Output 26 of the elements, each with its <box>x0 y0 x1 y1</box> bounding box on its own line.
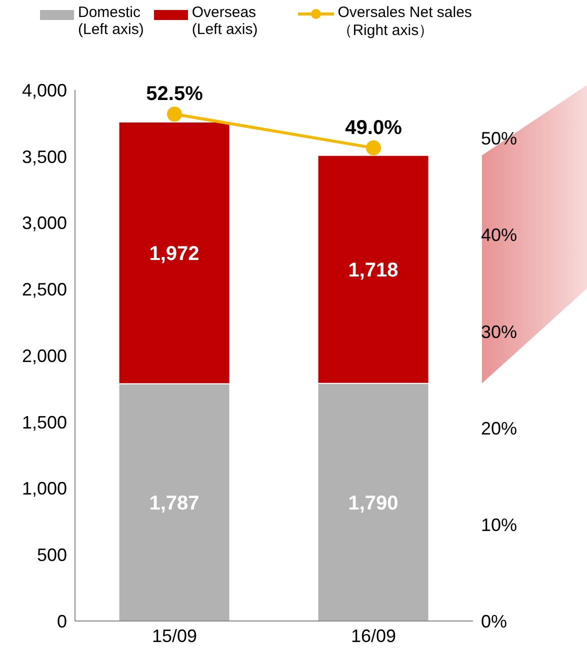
y-tick-label: 3,000 <box>22 213 67 234</box>
y-tick-label: 2,000 <box>22 346 67 366</box>
y2-tick-label: 40% <box>481 225 518 246</box>
y-tick-label: 2,500 <box>22 280 67 300</box>
y2-tick-label: 0% <box>481 611 508 632</box>
y2-tick-label: 20% <box>481 418 518 438</box>
y-tick-label: 4,000 <box>22 80 67 100</box>
data-label: 52.5% <box>146 83 204 106</box>
data-label: 49.0% <box>345 116 402 139</box>
y2-tick-label: 30% <box>481 322 518 342</box>
data-label: 1,972 <box>149 242 200 265</box>
y-tick-label: 3,500 <box>22 146 67 167</box>
x-tick-label: 16/09 <box>350 626 396 646</box>
x-tick-label: 15/09 <box>152 626 198 646</box>
legend-label: Domestic (Left axis) <box>78 4 144 38</box>
data-label: 1,790 <box>348 492 398 514</box>
legend-label: Oversales Net sales （Right axis） <box>338 4 472 40</box>
legend-label: Overseas (Left axis) <box>192 4 258 38</box>
y2-tick-label: 10% <box>481 514 518 535</box>
y-tick-label: 1,000 <box>22 478 67 499</box>
y-tick-label: 1,500 <box>22 412 67 432</box>
data-label: 1,787 <box>149 492 200 514</box>
y2-tick-label: 50% <box>481 128 518 149</box>
y-tick-label: 500 <box>36 545 67 566</box>
y-tick-label: 0 <box>56 611 67 632</box>
data-label: 1,718 <box>348 259 398 282</box>
